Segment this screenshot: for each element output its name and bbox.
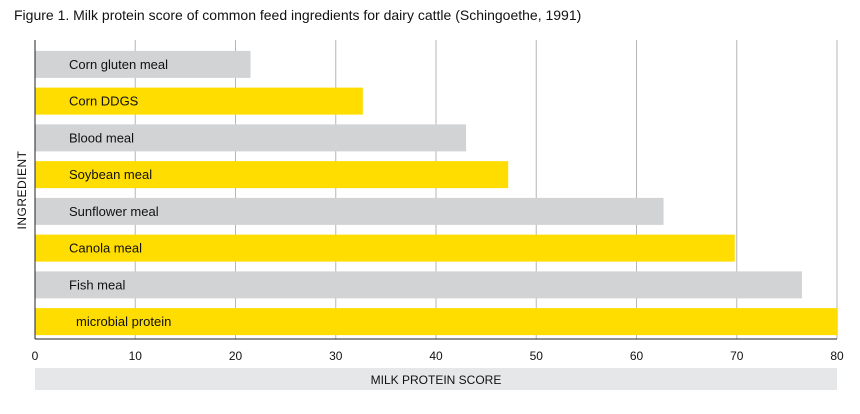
bar — [35, 161, 509, 189]
chart-title: Figure 1. Milk protein score of common f… — [14, 7, 582, 23]
x-tick-label: 70 — [730, 349, 744, 363]
x-tick-label: 20 — [229, 349, 243, 363]
bar — [35, 308, 837, 336]
bar-label: Soybean meal — [69, 167, 152, 182]
x-tick-labels: 0 10 20 30 40 50 60 70 80 — [32, 349, 844, 363]
bar-label: microbial protein — [76, 314, 171, 329]
x-axis-label-band — [35, 368, 837, 390]
bar — [35, 271, 802, 299]
bar — [35, 234, 735, 262]
x-tick-label: 50 — [530, 349, 544, 363]
bar — [35, 50, 251, 78]
bar — [35, 87, 363, 115]
bar-label: Corn gluten meal — [69, 57, 168, 72]
bars — [35, 50, 837, 336]
x-tick-label: 80 — [830, 349, 844, 363]
bar-label: Sunflower meal — [69, 204, 159, 219]
y-axis-label: INGREDIENT — [15, 150, 29, 229]
x-tick-label: 0 — [32, 349, 39, 363]
x-tick-label: 30 — [329, 349, 343, 363]
bar — [35, 124, 467, 152]
x-axis-label: MILK PROTEIN SCORE — [371, 373, 502, 387]
bar-label: Blood meal — [69, 130, 134, 145]
bar-label: Fish meal — [69, 277, 125, 292]
bar-label: Corn DDGS — [69, 94, 139, 109]
x-tick-label: 10 — [129, 349, 143, 363]
bar — [35, 197, 664, 225]
bar-labels: Corn gluten meal Corn DDGS Blood meal Soybe… — [69, 57, 171, 329]
x-tick-label: 60 — [630, 349, 644, 363]
bar-label: Canola meal — [69, 241, 142, 256]
x-tick-label: 40 — [429, 349, 443, 363]
